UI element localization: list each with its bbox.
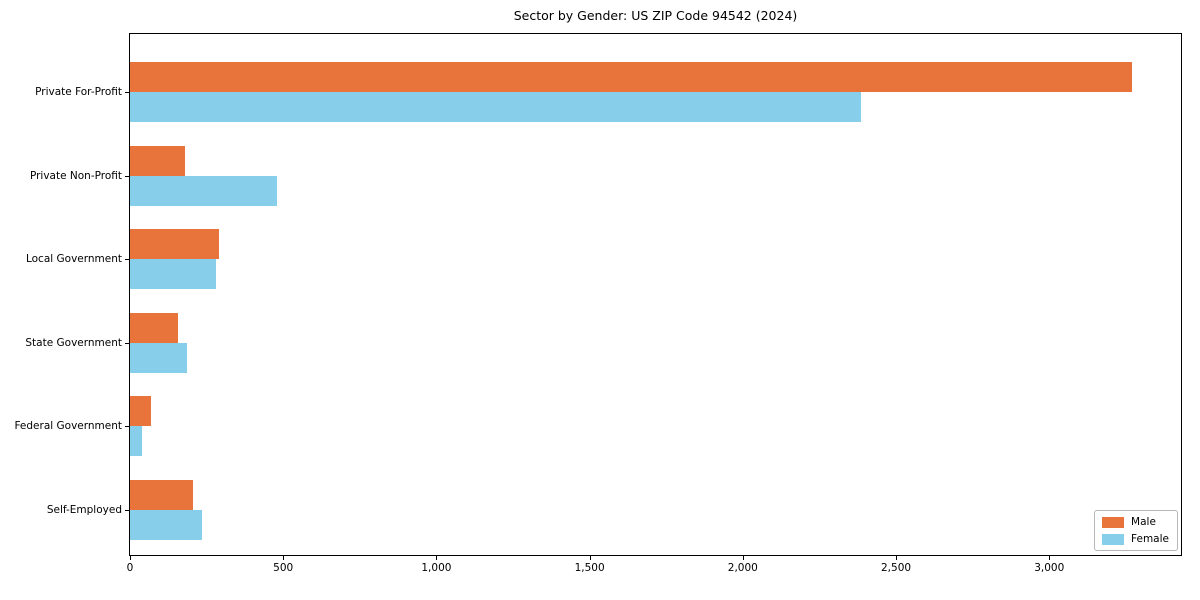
- bar-female-4: [130, 342, 187, 373]
- plot-area: Male Female: [129, 33, 1182, 556]
- bar-male-6: [130, 480, 193, 510]
- x-tick-mark: [742, 556, 744, 560]
- x-tick-label: 0: [126, 562, 134, 574]
- legend-label-female: Female: [1131, 533, 1169, 545]
- x-tick-label: 500: [273, 562, 294, 574]
- y-axis-label: Federal Government: [14, 420, 122, 433]
- y-tick-mark: [125, 342, 129, 344]
- x-tick-mark: [436, 556, 438, 560]
- y-axis-label: Self-Employed: [46, 504, 122, 516]
- legend-item-female: Female: [1102, 533, 1169, 545]
- bar-female-3: [130, 259, 217, 290]
- bar-male-5: [130, 396, 151, 427]
- y-tick-mark: [125, 175, 129, 177]
- bar-female-6: [130, 510, 202, 540]
- x-tick-label: 2,500: [881, 562, 912, 574]
- male-color-swatch: [1102, 516, 1125, 528]
- x-tick-mark: [130, 556, 131, 560]
- y-axis-label: Private Non-Profit: [29, 169, 122, 182]
- x-tick-label: 2,000: [727, 562, 758, 574]
- bar-female-2: [130, 175, 278, 206]
- bar-male-3: [130, 229, 220, 260]
- y-axis-label: Local Government: [25, 253, 122, 266]
- legend: Male Female: [1094, 510, 1178, 551]
- bar-female-1: [130, 92, 862, 122]
- y-tick-mark: [125, 259, 129, 261]
- x-tick-mark: [589, 556, 591, 560]
- bar-male-4: [130, 312, 179, 343]
- bar-male-1: [130, 62, 1132, 92]
- y-tick-mark: [125, 92, 129, 93]
- y-tick-mark: [125, 510, 129, 511]
- bars-layer: [130, 34, 1181, 555]
- x-tick-mark: [283, 556, 285, 560]
- x-tick-mark: [896, 556, 898, 560]
- x-tick-label: 3,000: [1034, 562, 1065, 574]
- legend-item-male: Male: [1102, 516, 1169, 528]
- y-tick-mark: [125, 426, 129, 428]
- x-tick-mark: [1049, 556, 1051, 560]
- y-axis-label: Private For-Profit: [35, 86, 122, 98]
- y-axis-label: State Government: [25, 336, 122, 349]
- x-tick-label: 1,500: [574, 562, 605, 574]
- bar-female-5: [130, 426, 142, 457]
- x-tick-label: 1,000: [421, 562, 452, 574]
- y-axis-labels: Private For-Profit Private Non-Profit Loca…: [0, 0, 122, 600]
- bar-male-2: [130, 145, 185, 176]
- chart-title: Sector by Gender: US ZIP Code 94542 (202…: [513, 8, 798, 23]
- legend-label-male: Male: [1131, 516, 1156, 528]
- female-color-swatch: [1102, 533, 1125, 545]
